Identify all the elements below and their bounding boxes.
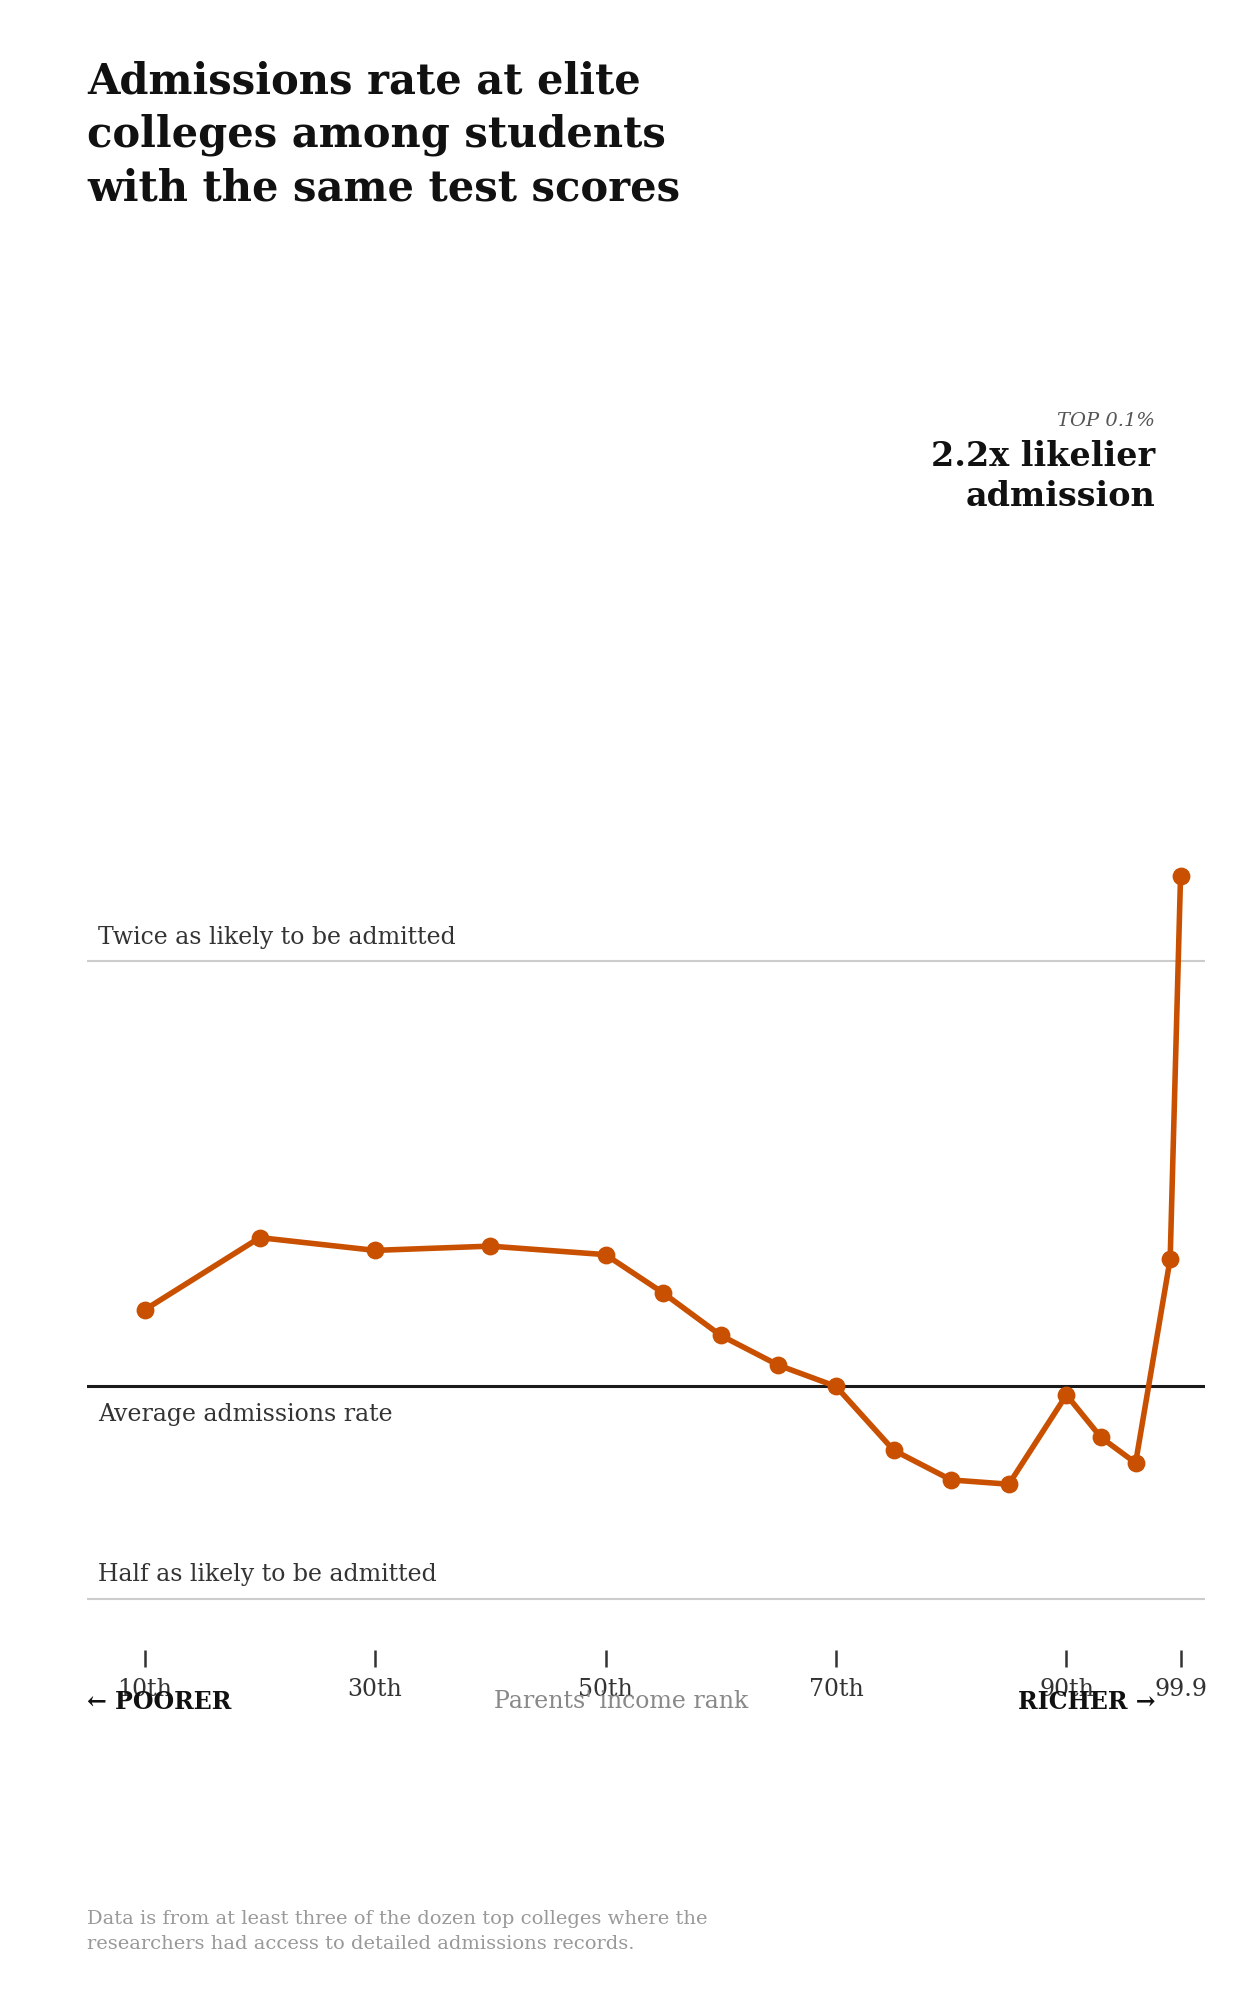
Text: Data is from at least three of the dozen top colleges where the
researchers had : Data is from at least three of the dozen… — [87, 1910, 708, 1952]
Text: Half as likely to be admitted: Half as likely to be admitted — [98, 1564, 437, 1586]
Point — [1171, 860, 1191, 892]
Text: RICHER →: RICHER → — [1017, 1690, 1155, 1714]
Point — [1090, 1422, 1110, 1454]
Point — [134, 1294, 154, 1326]
Text: Admissions rate at elite
colleges among students
with the same test scores: Admissions rate at elite colleges among … — [87, 60, 681, 210]
Point — [941, 1464, 961, 1496]
Point — [365, 1234, 385, 1266]
Point — [999, 1468, 1018, 1500]
Text: 2.2x likelier
admission: 2.2x likelier admission — [932, 440, 1155, 512]
Point — [826, 1370, 846, 1402]
Point — [883, 1434, 903, 1466]
Text: Twice as likely to be admitted: Twice as likely to be admitted — [98, 926, 456, 948]
Point — [1125, 1446, 1145, 1478]
Point — [769, 1350, 789, 1382]
Point — [1160, 1242, 1180, 1274]
Point — [653, 1276, 673, 1308]
Point — [596, 1238, 616, 1270]
Text: TOP 0.1%: TOP 0.1% — [1057, 412, 1155, 430]
Point — [250, 1222, 270, 1254]
Point — [710, 1320, 730, 1352]
Text: Parents' income rank: Parents' income rank — [494, 1690, 748, 1712]
Point — [1057, 1378, 1077, 1410]
Text: ← POORER: ← POORER — [87, 1690, 231, 1714]
Point — [481, 1230, 501, 1262]
Text: Average admissions rate: Average admissions rate — [98, 1404, 392, 1426]
